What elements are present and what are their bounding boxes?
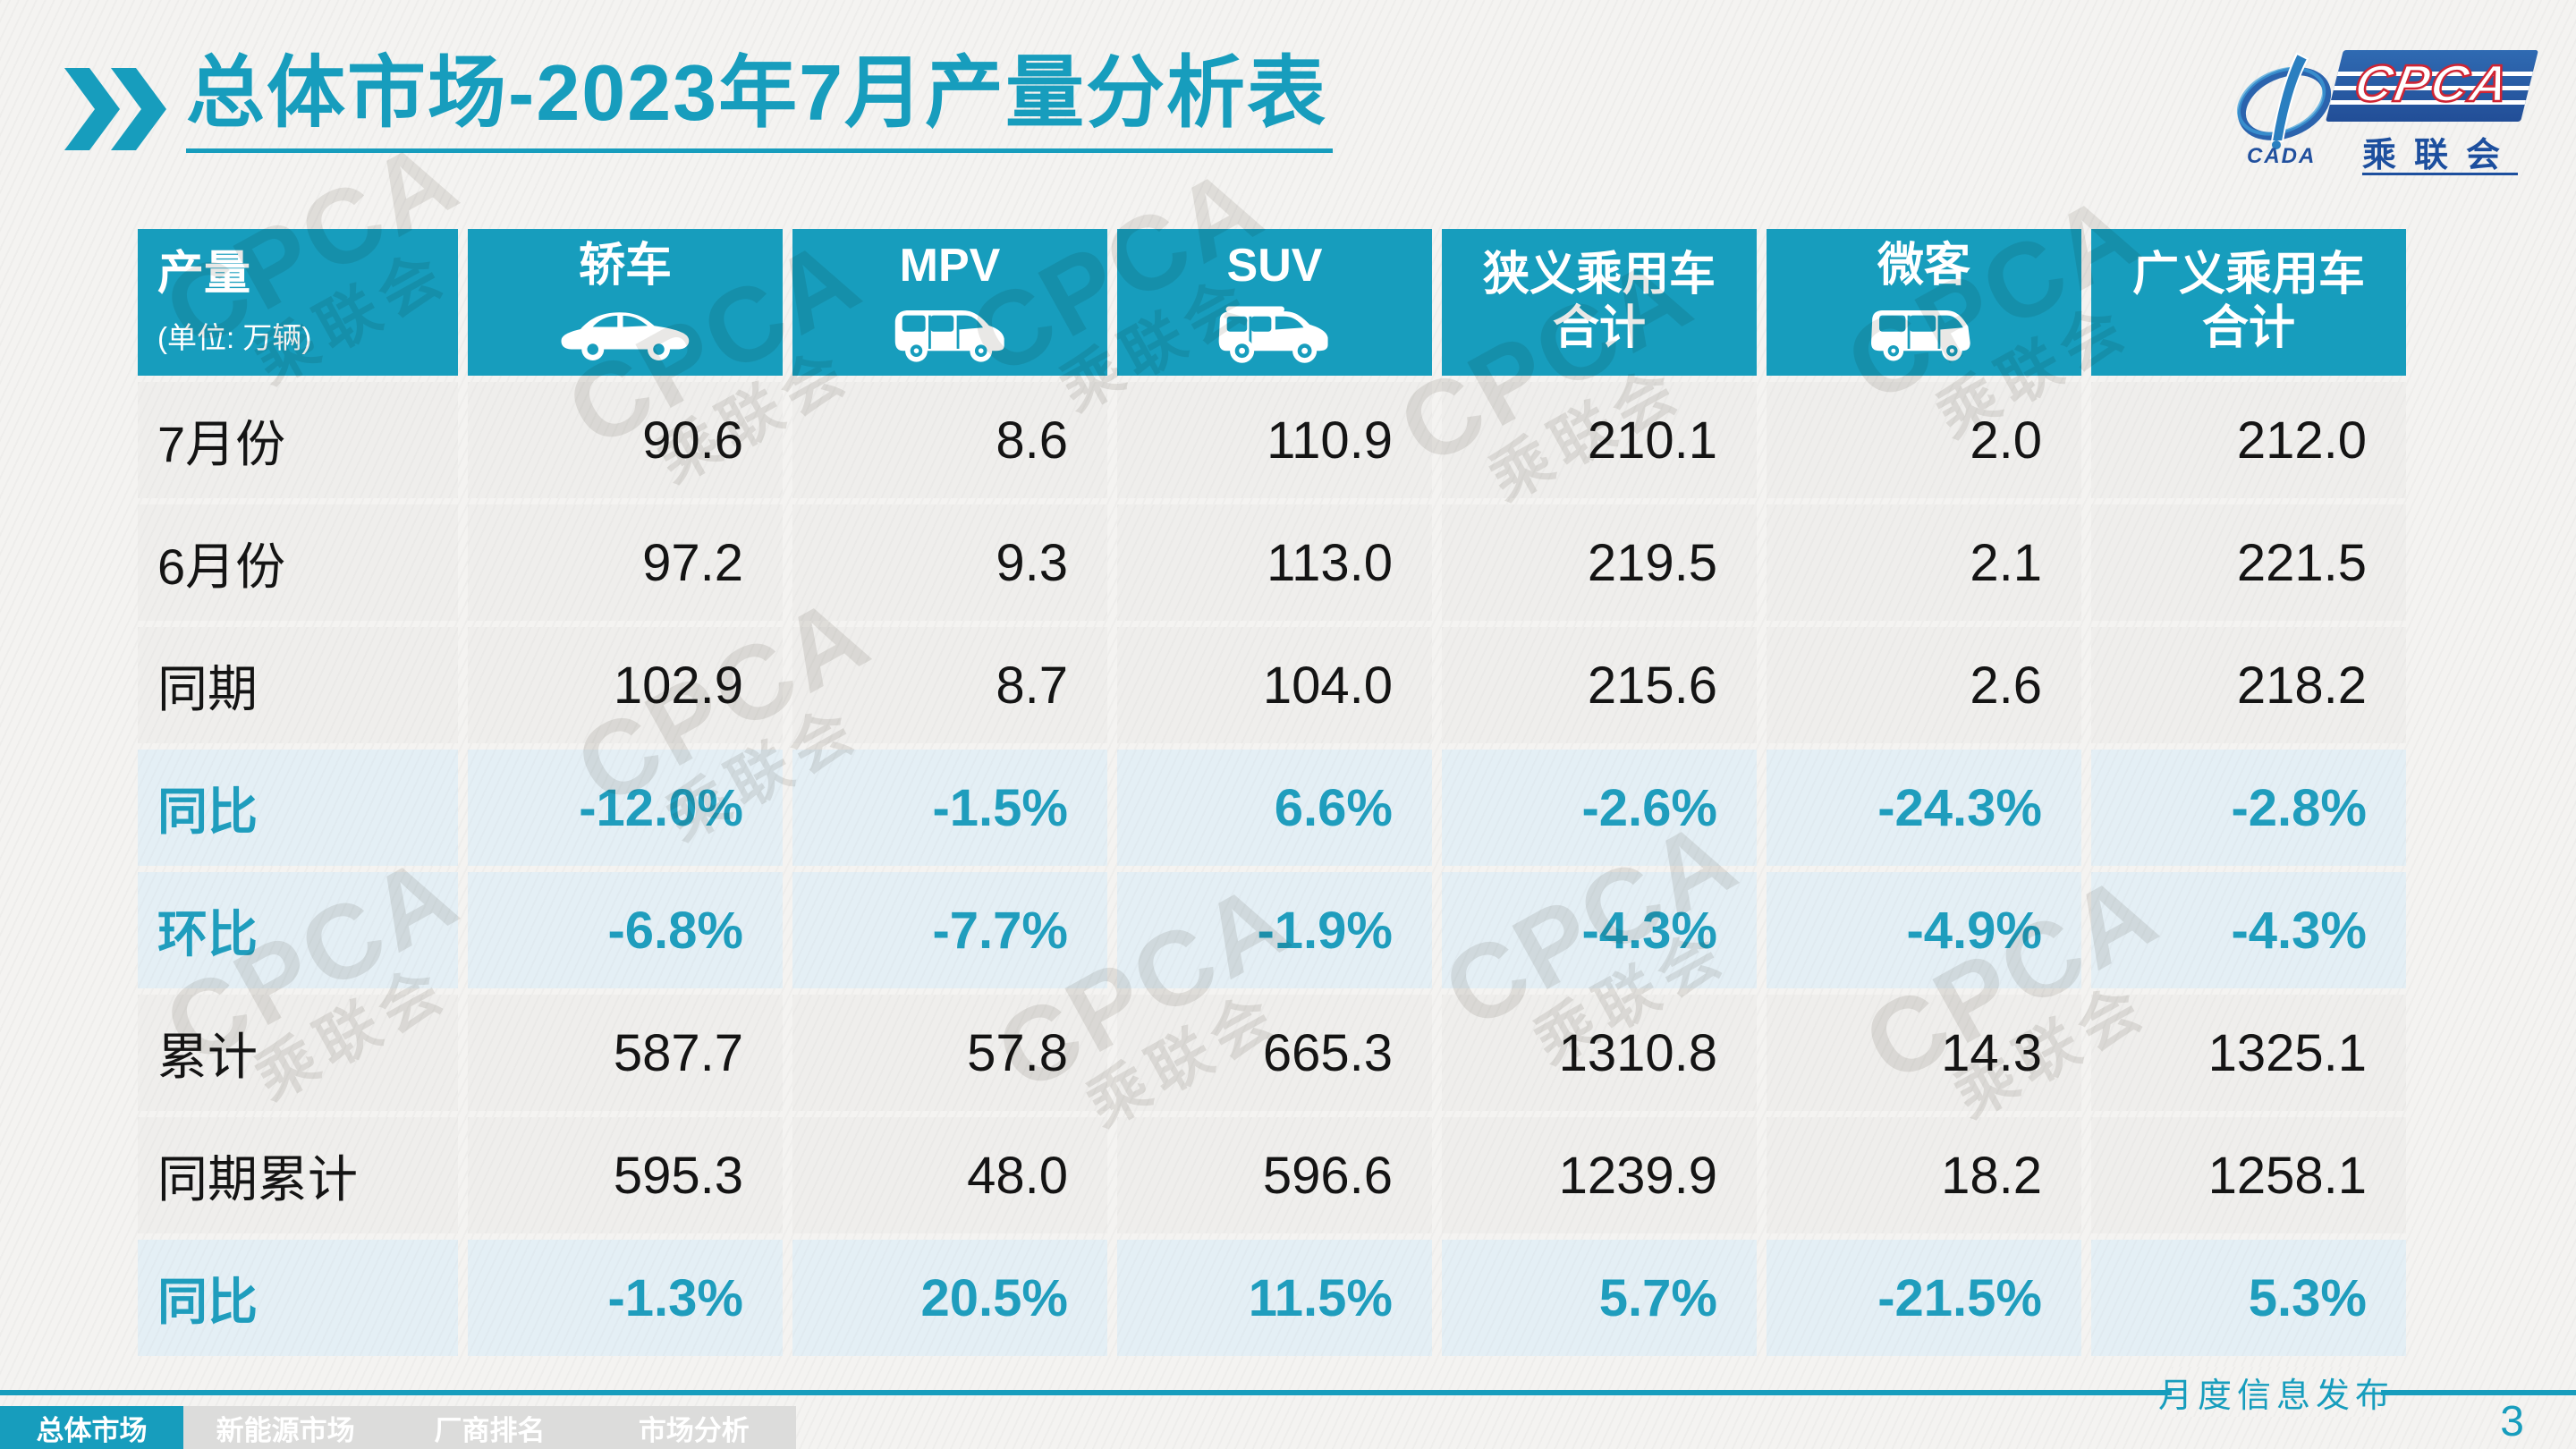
cell-value: 57.8 <box>792 995 1107 1111</box>
cell-value: 11.5% <box>1117 1240 1432 1356</box>
cell-value: 221.5 <box>2091 504 2406 621</box>
double-chevron-icon <box>64 68 166 150</box>
cell-value: 97.2 <box>468 504 783 621</box>
tab-market-analysis[interactable]: 市场分析 <box>638 1414 750 1446</box>
header-metric-unit: (单位: 万辆) <box>157 320 312 354</box>
row-label: 7月份 <box>138 382 458 498</box>
cell-value: -2.8% <box>2091 750 2406 866</box>
row-label: 同期 <box>138 627 458 743</box>
cell-value: -12.0% <box>468 750 783 866</box>
cada-text: CADA <box>2247 144 2316 166</box>
suv-icon <box>1218 306 1328 363</box>
slide-title-block: 总体市场-2023年7月产量分析表 <box>64 51 1334 154</box>
cell-value: -21.5% <box>1767 1240 2081 1356</box>
cell-value: 665.3 <box>1117 995 1432 1111</box>
cell-value: -2.6% <box>1442 750 1757 866</box>
cell-value: 212.0 <box>2091 382 2406 498</box>
cell-value: 2.0 <box>1767 382 2081 498</box>
header-cell-microvan: 微客 <box>1767 229 2081 376</box>
header-cell-broad-pv-total: 广义乘用车 合计 <box>2091 229 2406 376</box>
cell-value: 5.3% <box>2091 1240 2406 1356</box>
cell-value: 215.6 <box>1442 627 1757 743</box>
mpv-icon <box>895 309 1004 362</box>
cell-value: -1.5% <box>792 750 1107 866</box>
header-metric-title: 产量 <box>157 248 251 301</box>
tab-overall-market[interactable]: 总体市场 <box>0 1406 183 1449</box>
header-label: MPV <box>899 240 1001 292</box>
cell-value: 18.2 <box>1767 1117 2081 1233</box>
cell-value: 1239.9 <box>1442 1117 1757 1233</box>
header-cell-mpv: MPV <box>792 229 1107 376</box>
header-cell-narrow-pv-total: 狭义乘用车 合计 <box>1442 229 1757 376</box>
tab-oem-ranking[interactable]: 厂商排名 <box>434 1414 546 1446</box>
row-label: 同比 <box>138 750 458 866</box>
cell-value: 596.6 <box>1117 1117 1432 1233</box>
cell-value: 8.6 <box>792 382 1107 498</box>
cell-value: 1325.1 <box>2091 995 2406 1111</box>
cell-value: -1.9% <box>1117 872 1432 988</box>
header-label: 微客 <box>1877 240 1970 292</box>
cell-value: 219.5 <box>1442 504 1757 621</box>
header-label: 狭义乘用车 合计 <box>1482 249 1716 354</box>
footer-divider-line <box>0 1390 2576 1395</box>
cell-value: 20.5% <box>792 1240 1107 1356</box>
cell-value: 9.3 <box>792 504 1107 621</box>
cell-value: 587.7 <box>468 995 783 1111</box>
page-title-market: 总体市场 <box>186 48 509 137</box>
cell-value: -4.9% <box>1767 872 2081 988</box>
cell-value: 6.6% <box>1117 750 1432 866</box>
header-label: 广义乘用车 合计 <box>2131 249 2365 354</box>
header-cell-metric: 产量 (单位: 万辆) <box>138 229 458 376</box>
row-label: 6月份 <box>138 504 458 621</box>
cpca-logo: CADA CPCA 乘联会 <box>2234 43 2543 174</box>
page-number: 3 <box>2500 1398 2524 1445</box>
microvan-icon <box>1871 309 1970 361</box>
production-table: 产量 (单位: 万辆) 轿车 MPV SUV <box>138 229 2406 1356</box>
cell-value: -6.8% <box>468 872 783 988</box>
cell-value: 8.7 <box>792 627 1107 743</box>
cell-value: 110.9 <box>1117 382 1432 498</box>
cell-value: 90.6 <box>468 382 783 498</box>
header-label: 轿车 <box>578 240 672 292</box>
footer-tab-group: 新能源市场 厂商排名 市场分析 <box>183 1406 796 1449</box>
header-label: SUV <box>1226 240 1323 292</box>
publication-label: 月度信息发布 <box>2158 1367 2389 1417</box>
row-label: 环比 <box>138 872 458 988</box>
cell-value: 210.1 <box>1442 382 1757 498</box>
cell-value: 1310.8 <box>1442 995 1757 1111</box>
row-label: 累计 <box>138 995 458 1111</box>
cell-value: -1.3% <box>468 1240 783 1356</box>
header-cell-suv: SUV <box>1117 229 1432 376</box>
row-label: 同期累计 <box>138 1117 458 1233</box>
cell-value: -7.7% <box>792 872 1107 988</box>
cell-value: 102.9 <box>468 627 783 743</box>
sedan-icon <box>561 312 690 360</box>
cell-value: 218.2 <box>2091 627 2406 743</box>
cpca-plate: CPCA <box>2326 50 2538 122</box>
page-title-rest: -2023年7月产量分析表 <box>508 48 1328 137</box>
footer-nav-tabs: 总体市场 新能源市场 厂商排名 市场分析 <box>0 1406 796 1449</box>
cell-value: 2.6 <box>1767 627 2081 743</box>
cada-emblem-icon: CADA <box>2236 52 2332 166</box>
cell-value: 113.0 <box>1117 504 1432 621</box>
chenglianhui-wordmark: 乘联会 <box>2361 137 2518 174</box>
cell-value: 595.3 <box>468 1117 783 1233</box>
cell-value: -4.3% <box>1442 872 1757 988</box>
cell-value: 1258.1 <box>2091 1117 2406 1233</box>
row-label: 同比 <box>138 1240 458 1356</box>
page-title: 总体市场-2023年7月产量分析表 <box>186 51 1334 154</box>
cell-value: 104.0 <box>1117 627 1432 743</box>
cell-value: -24.3% <box>1767 750 2081 866</box>
cell-value: 14.3 <box>1767 995 2081 1111</box>
cell-value: 5.7% <box>1442 1240 1757 1356</box>
cpca-wordmark: CPCA <box>2349 54 2516 114</box>
header-cell-sedan: 轿车 <box>468 229 783 376</box>
cell-value: 2.1 <box>1767 504 2081 621</box>
cell-value: -4.3% <box>2091 872 2406 988</box>
tab-nev-market[interactable]: 新能源市场 <box>216 1414 355 1446</box>
cell-value: 48.0 <box>792 1117 1107 1233</box>
